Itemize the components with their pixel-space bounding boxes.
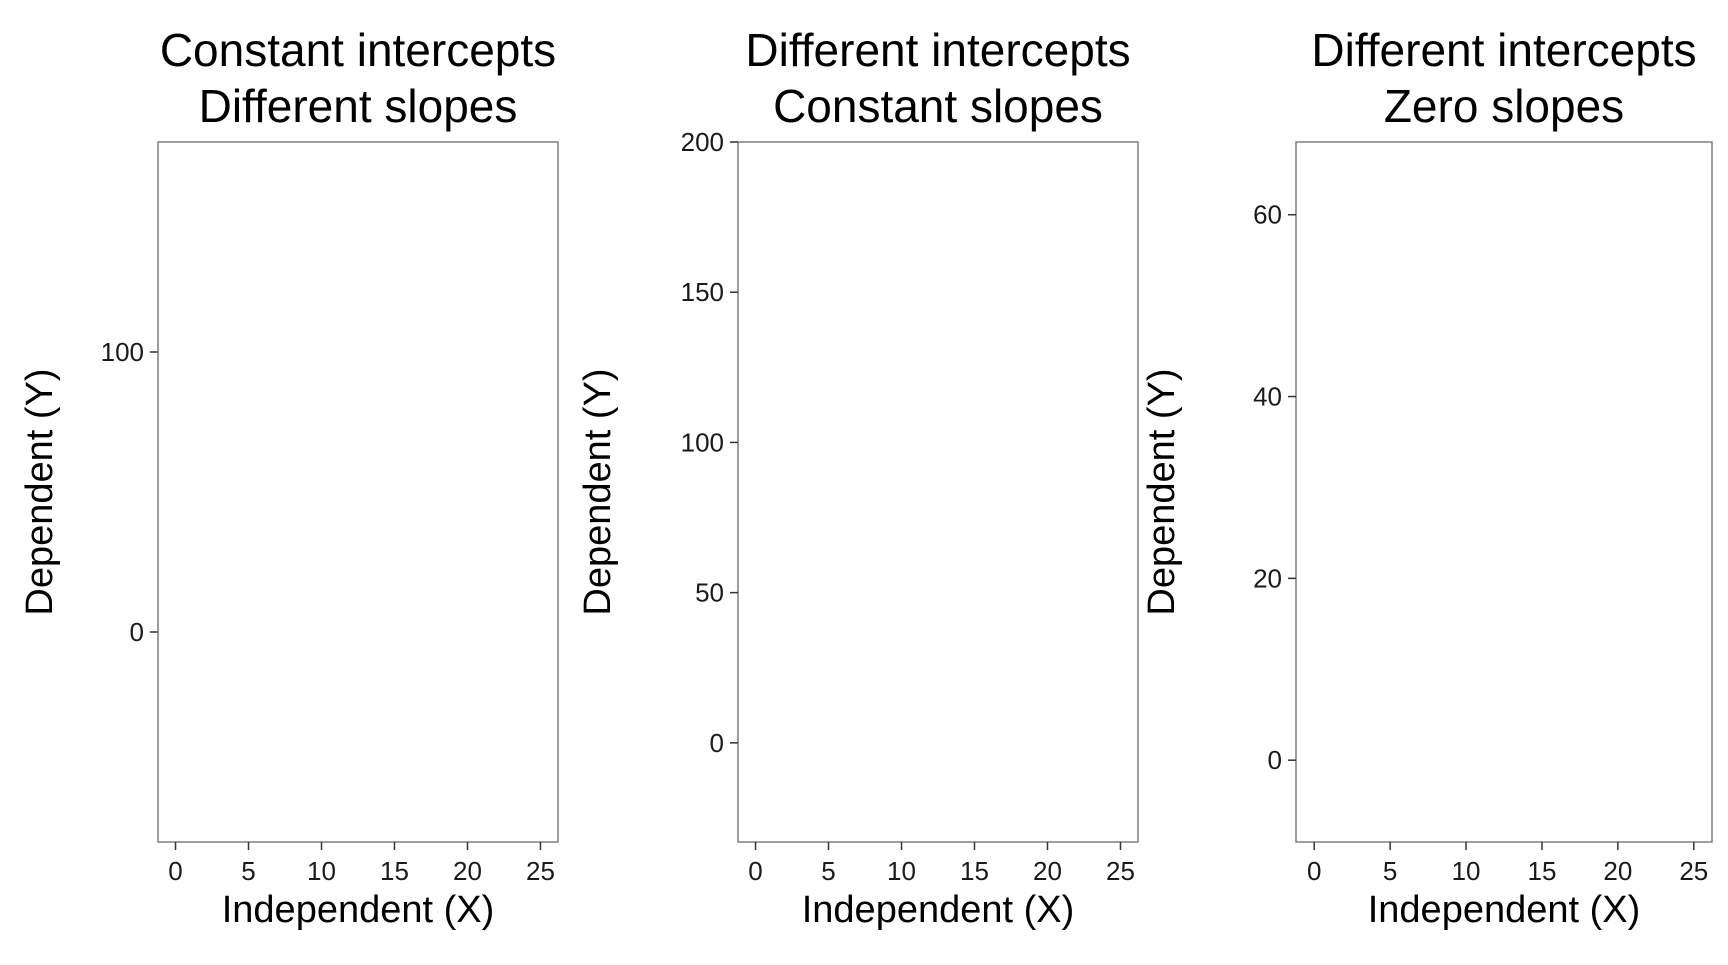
x-tick-label: 10 [307, 856, 336, 886]
panel-border [737, 141, 1139, 843]
y-tick-label: 60 [1253, 200, 1282, 230]
x-tick-label: 25 [1679, 856, 1708, 886]
panel-border [1295, 141, 1713, 843]
x-tick-label: 0 [748, 856, 762, 886]
x-tick-label: 10 [1452, 856, 1481, 886]
y-tick-label: 150 [681, 277, 724, 307]
y-tick-label: 0 [1268, 745, 1282, 775]
x-tick-label: 20 [1603, 856, 1632, 886]
x-axis-title: Independent (X) [802, 889, 1075, 931]
x-tick-label: 0 [1307, 856, 1321, 886]
x-tick-label: 20 [1033, 856, 1062, 886]
panel-title-line-1: Different intercepts [1311, 24, 1696, 76]
x-tick-label: 25 [526, 856, 555, 886]
panel-title-line-2: Zero slopes [1384, 80, 1624, 132]
x-tick-label: 5 [821, 856, 835, 886]
x-tick-label: 25 [1106, 856, 1135, 886]
y-tick-label: 100 [681, 427, 724, 457]
panel-border [157, 141, 559, 843]
x-tick-label: 5 [1383, 856, 1397, 886]
y-axis-title: Dependent (Y) [19, 368, 61, 615]
panel-title-line-1: Constant intercepts [160, 24, 556, 76]
panel-3: 0 5 10 15 20 25 0 20 40 60 Different interceptsZer… [1141, 24, 1713, 931]
y-axis-title: Dependent (Y) [577, 368, 619, 615]
y-tick-label: 20 [1253, 563, 1282, 593]
panel-title-line-2: Constant slopes [773, 80, 1103, 132]
x-tick-label: 15 [960, 856, 989, 886]
x-tick-label: 15 [1527, 856, 1556, 886]
x-tick-label: 0 [168, 856, 182, 886]
x-tick-label: 5 [241, 856, 255, 886]
x-tick-label: 20 [453, 856, 482, 886]
y-tick-label: 200 [681, 127, 724, 157]
x-axis-title: Independent (X) [222, 889, 495, 931]
y-tick-label: 40 [1253, 382, 1282, 412]
panel-title-line-2: Different slopes [199, 80, 518, 132]
y-tick-label: 50 [695, 578, 724, 608]
x-tick-label: 15 [380, 856, 409, 886]
panel-2: 0 5 10 15 20 25 0 50 100 150 200 Different intercep… [577, 24, 1139, 931]
panel-title-line-1: Different intercepts [745, 24, 1130, 76]
y-tick-label: 0 [130, 617, 144, 647]
y-tick-label: 0 [710, 728, 724, 758]
y-tick-label: 100 [101, 337, 144, 367]
x-tick-label: 10 [887, 856, 916, 886]
x-axis-title: Independent (X) [1368, 889, 1641, 931]
panel-1: 0 5 10 15 20 25 0 100 Constant interceptsDiffere… [19, 24, 559, 931]
y-axis-title: Dependent (Y) [1141, 368, 1183, 615]
